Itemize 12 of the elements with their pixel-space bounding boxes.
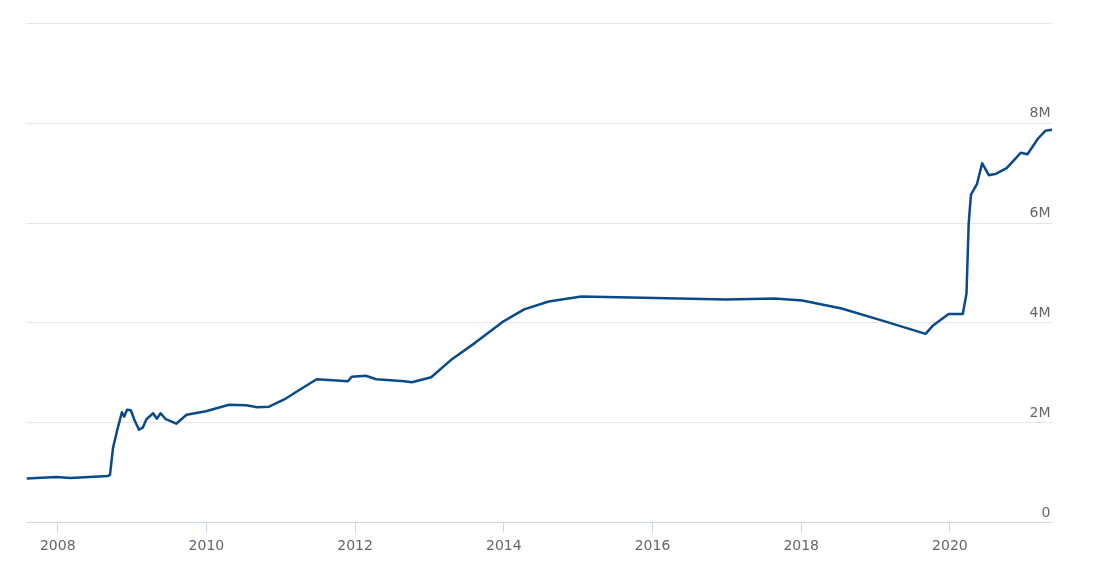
x-tick-label: 2010	[188, 536, 225, 553]
y-tick-label: 4M	[1029, 303, 1051, 320]
x-tick-label: 2016	[634, 536, 671, 553]
x-tick-label: 2008	[39, 536, 76, 553]
x-tick-label: 2018	[783, 536, 820, 553]
y-tick-label: 6M	[1029, 204, 1051, 221]
x-tick-label: 2020	[932, 536, 968, 553]
y-tick-label: 8M	[1029, 104, 1051, 121]
x-tick-label: 2014	[485, 536, 522, 553]
y-tick-label: 0	[1041, 503, 1051, 520]
x-tick-label: 2012	[337, 536, 373, 553]
y-tick-label: 2M	[1029, 403, 1051, 420]
